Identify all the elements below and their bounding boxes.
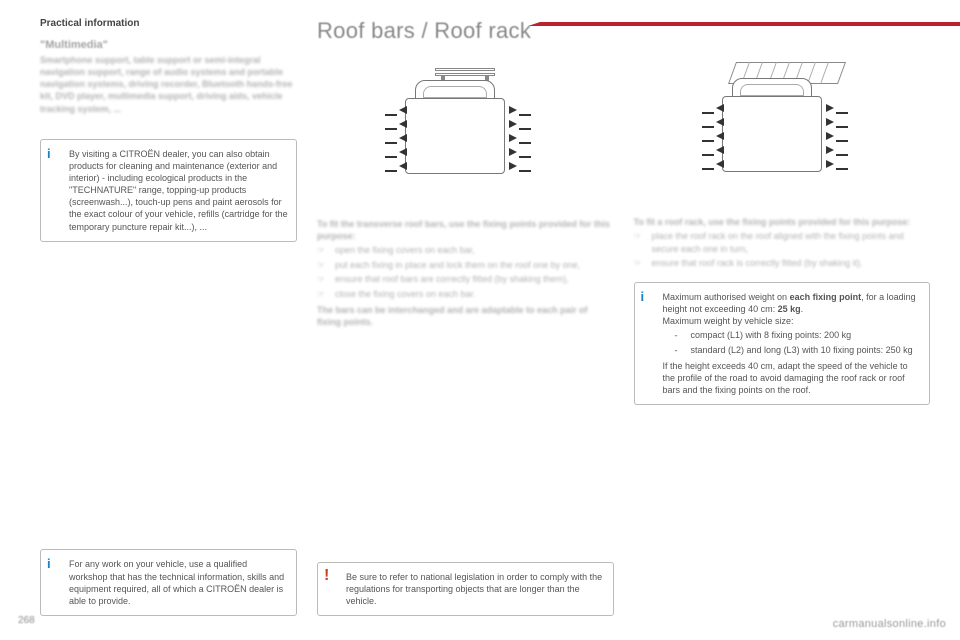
mid-bullet: open the fixing covers on each bar,: [335, 244, 475, 257]
info-icon: i: [47, 146, 61, 160]
txt: .: [801, 304, 804, 314]
mid-bullet: ensure that roof bars are correctly fitt…: [335, 273, 569, 286]
mid-bullets: ☞open the fixing covers on each bar, ☞pu…: [317, 242, 614, 300]
txt: Maximum weight by vehicle size:: [663, 315, 922, 327]
right-bullet: place the roof rack on the roof aligned …: [652, 230, 931, 255]
multimedia-intro: Smartphone support, table support or sem…: [40, 54, 297, 115]
warning-icon: !: [324, 567, 338, 581]
mid-lead: To fit the transverse roof bars, use the…: [317, 218, 614, 242]
right-lead: To fit a roof rack, use the fixing point…: [634, 216, 931, 228]
info-text-workshop: For any work on your vehicle, use a qual…: [69, 558, 288, 607]
warning-text: Be sure to refer to national legislation…: [346, 571, 605, 607]
warning-box-legislation: ! Be sure to refer to national legislati…: [317, 562, 614, 616]
info-box-dealer-products: i By visiting a CITROËN dealer, you can …: [40, 139, 297, 242]
txt-bold: 25 kg: [778, 304, 801, 314]
diagram-roof-rack: [634, 48, 931, 208]
right-bullets: ☞place the roof rack on the roof aligned…: [634, 228, 931, 270]
page: Practical information "Multimedia" Smart…: [40, 18, 930, 620]
txt: Maximum authorised weight on: [663, 292, 790, 302]
info-text-weights: Maximum authorised weight on each fixing…: [663, 291, 922, 396]
diagram-roof-bars: [317, 50, 614, 210]
txt-bold: each fixing point: [790, 292, 862, 302]
txt: If the height exceeds 40 cm, adapt the s…: [663, 360, 922, 396]
column-left: Practical information "Multimedia" Smart…: [40, 18, 297, 620]
page-number: 268: [18, 615, 35, 626]
mid-bullet: put each fixing in place and lock them o…: [335, 259, 580, 272]
info-icon: i: [641, 289, 655, 303]
mid-bullet: close the fixing covers on each bar.: [335, 288, 476, 301]
info-box-workshop: i For any work on your vehicle, use a qu…: [40, 549, 297, 616]
info-text-dealer-products: By visiting a CITROËN dealer, you can al…: [69, 148, 288, 233]
multimedia-heading: "Multimedia": [40, 39, 297, 51]
column-middle: Roof bars / Roof rack: [317, 18, 614, 620]
section-label: Practical information: [40, 18, 297, 29]
watermark: carmanualsonline.info: [833, 618, 946, 630]
column-right: To fit a roof rack, use the fixing point…: [634, 18, 931, 620]
mid-trail: The bars can be interchanged and are ada…: [317, 304, 614, 328]
weight-item: standard (L2) and long (L3) with 10 fixi…: [691, 344, 913, 357]
page-title: Roof bars / Roof rack: [317, 18, 614, 44]
weight-item: compact (L1) with 8 fixing points: 200 k…: [691, 329, 852, 342]
info-box-weights: i Maximum authorised weight on each fixi…: [634, 282, 931, 405]
right-bullet: ensure that roof rack is correctly fitte…: [652, 257, 863, 270]
info-icon: i: [47, 556, 61, 570]
